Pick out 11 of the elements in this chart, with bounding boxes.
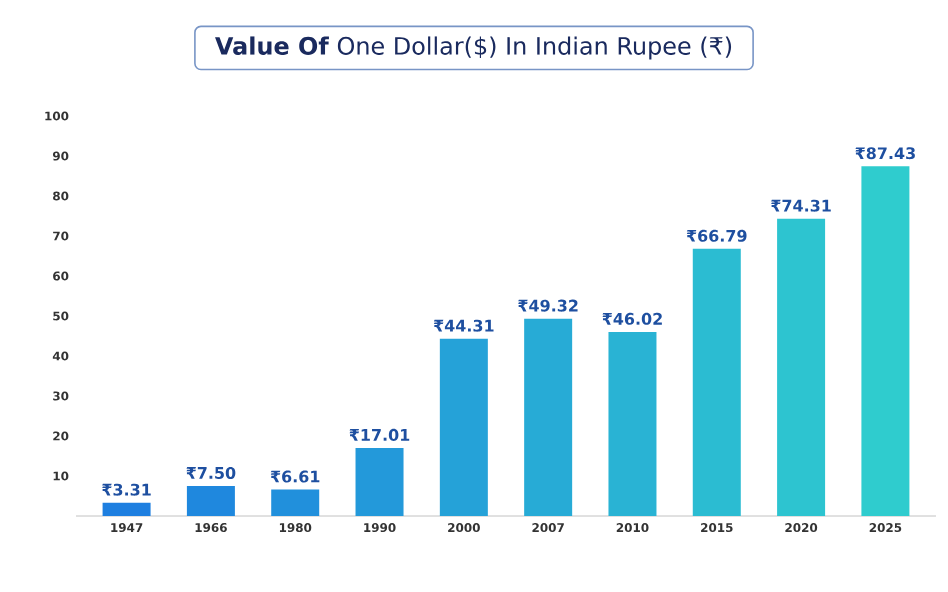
bar	[861, 166, 910, 516]
bar	[102, 502, 151, 516]
bar	[271, 489, 320, 516]
bar	[439, 338, 488, 516]
chart-title: Value Of One Dollar($) In Indian Rupee (₹)	[215, 36, 732, 60]
bar	[524, 318, 573, 516]
bar	[692, 248, 741, 516]
bar	[186, 486, 235, 516]
bar	[608, 331, 657, 516]
bar	[777, 218, 826, 516]
bar	[355, 447, 404, 516]
